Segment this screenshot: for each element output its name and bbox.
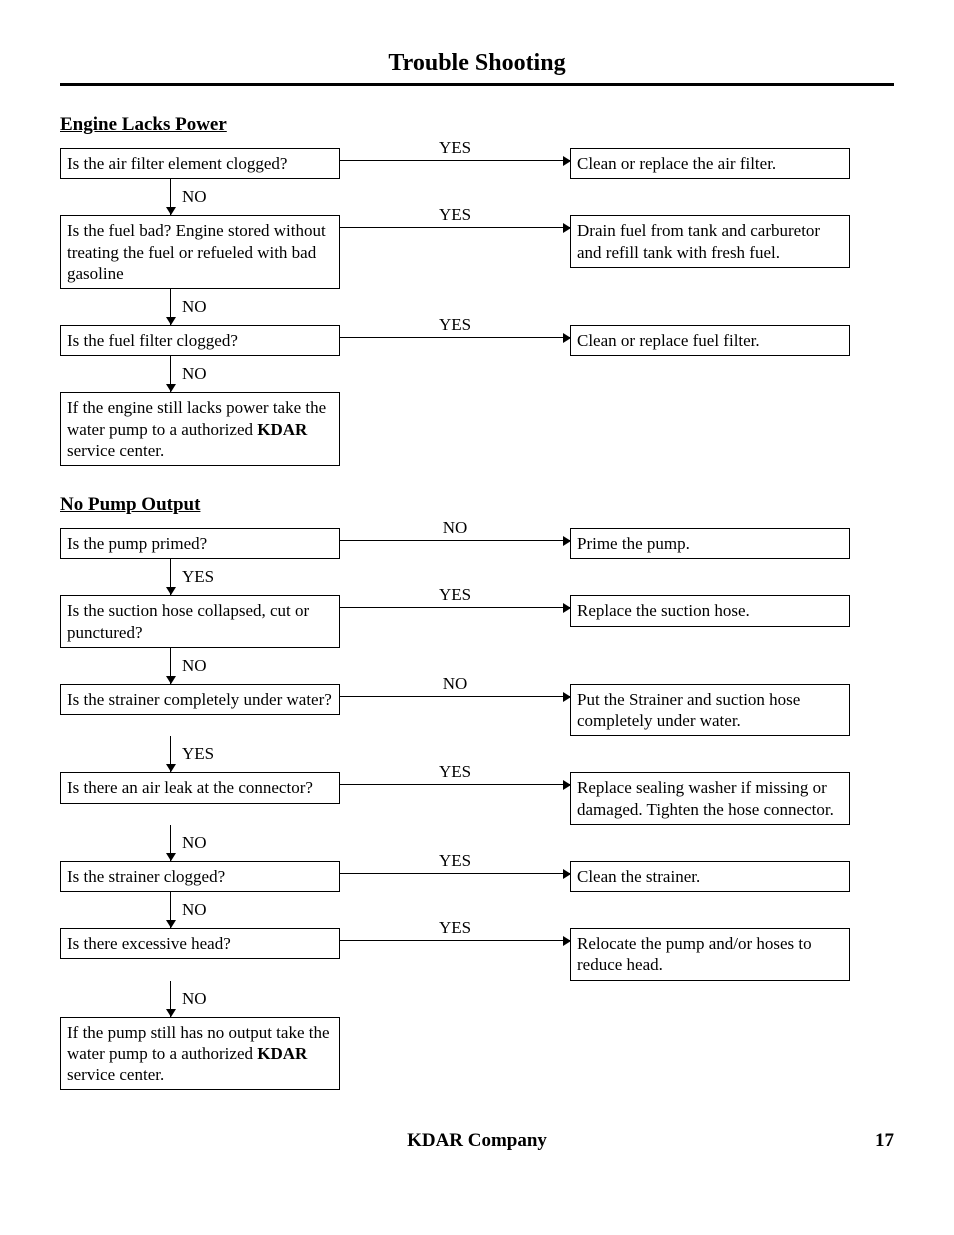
question-box: Is the strainer clogged? — [60, 861, 340, 892]
page-footer: KDAR Company 17 — [60, 1130, 894, 1152]
footer-company: KDAR Company — [120, 1130, 834, 1152]
connector-label: NO — [182, 187, 207, 207]
flow-row: Is the fuel filter clogged?YESClean or r… — [60, 325, 894, 356]
connector-label: NO — [182, 656, 207, 676]
vertical-connector: NO — [170, 356, 894, 392]
answer-box: Prime the pump. — [570, 528, 850, 559]
horizontal-connector: YES — [340, 928, 570, 981]
flow-row: Is the suction hose collapsed, cut or pu… — [60, 595, 894, 648]
answer-box: Clean or replace fuel filter. — [570, 325, 850, 356]
final-text-post: service center. — [67, 441, 164, 460]
connector-label: NO — [340, 674, 570, 694]
answer-box: Put the Strainer and suction hose comple… — [570, 684, 850, 737]
arrow-right-icon — [563, 692, 571, 702]
arrow-down-icon — [166, 920, 176, 928]
arrow-down-icon — [166, 384, 176, 392]
connector-label: NO — [182, 900, 207, 920]
final-box: If the engine still lacks power take the… — [60, 392, 340, 466]
section-heading: Engine Lacks Power — [60, 114, 894, 136]
connector-label: YES — [340, 851, 570, 871]
connector-line — [340, 784, 570, 785]
footer-page-number: 17 — [834, 1130, 894, 1152]
arrow-down-icon — [166, 764, 176, 772]
section-heading: No Pump Output — [60, 494, 894, 516]
flow-row: Is the strainer completely under water?N… — [60, 684, 894, 737]
answer-box: Replace sealing washer if missing or dam… — [570, 772, 850, 825]
connector-line — [340, 160, 570, 161]
connector-label: NO — [182, 297, 207, 317]
flow-row: Is there an air leak at the connector?YE… — [60, 772, 894, 825]
question-box: Is the air filter element clogged? — [60, 148, 340, 179]
vertical-connector: NO — [170, 981, 894, 1017]
connector-label: YES — [182, 744, 214, 764]
answer-box: Drain fuel from tank and carburetor and … — [570, 215, 850, 268]
connector-label: YES — [340, 585, 570, 605]
horizontal-connector: YES — [340, 325, 570, 356]
horizontal-connector: NO — [340, 528, 570, 559]
connector-label: YES — [182, 567, 214, 587]
flow-row: Is there excessive head?YESRelocate the … — [60, 928, 894, 981]
arrow-right-icon — [563, 936, 571, 946]
arrow-down-icon — [166, 676, 176, 684]
arrow-down-icon — [166, 207, 176, 215]
connector-line — [340, 696, 570, 697]
arrow-down-icon — [166, 1009, 176, 1017]
horizontal-connector: NO — [340, 684, 570, 737]
connector-label: NO — [182, 833, 207, 853]
question-box: Is the suction hose collapsed, cut or pu… — [60, 595, 340, 648]
connector-line — [340, 607, 570, 608]
connector-label: NO — [340, 518, 570, 538]
arrow-right-icon — [563, 780, 571, 790]
connector-line — [340, 337, 570, 338]
arrow-right-icon — [563, 223, 571, 233]
horizontal-connector: YES — [340, 215, 570, 289]
arrow-right-icon — [563, 603, 571, 613]
final-box: If the pump still has no output take the… — [60, 1017, 340, 1091]
connector-label: YES — [340, 315, 570, 335]
arrow-down-icon — [166, 317, 176, 325]
arrow-down-icon — [166, 853, 176, 861]
question-box: Is the fuel bad? Engine stored without t… — [60, 215, 340, 289]
answer-box: Relocate the pump and/or hoses to reduce… — [570, 928, 850, 981]
connector-line — [340, 540, 570, 541]
horizontal-connector: YES — [340, 148, 570, 179]
flow-row: Is the fuel bad? Engine stored without t… — [60, 215, 894, 289]
page: Trouble Shooting Engine Lacks Power Is th… — [0, 0, 954, 1192]
answer-box: Clean or replace the air filter. — [570, 148, 850, 179]
connector-line — [340, 873, 570, 874]
connector-label: YES — [340, 138, 570, 158]
connector-line — [340, 227, 570, 228]
arrow-down-icon — [166, 587, 176, 595]
connector-label: NO — [182, 989, 207, 1009]
question-box: Is the strainer completely under water? — [60, 684, 340, 715]
flow-row: Is the air filter element clogged?YESCle… — [60, 148, 894, 179]
arrow-right-icon — [563, 869, 571, 879]
connector-label: YES — [340, 918, 570, 938]
question-box: Is the fuel filter clogged? — [60, 325, 340, 356]
arrow-right-icon — [563, 156, 571, 166]
horizontal-connector: YES — [340, 595, 570, 648]
answer-box: Replace the suction hose. — [570, 595, 850, 626]
connector-label: YES — [340, 762, 570, 782]
question-box: Is there an air leak at the connector? — [60, 772, 340, 803]
arrow-right-icon — [563, 536, 571, 546]
final-text-post: service center. — [67, 1065, 164, 1084]
flow-row: Is the pump primed?NOPrime the pump. — [60, 528, 894, 559]
question-box: Is the pump primed? — [60, 528, 340, 559]
connector-line — [340, 940, 570, 941]
connector-label: NO — [182, 364, 207, 384]
connector-label: YES — [340, 205, 570, 225]
arrow-right-icon — [563, 333, 571, 343]
final-text-bold: KDAR — [257, 420, 307, 439]
flow-row: Is the strainer clogged?YESClean the str… — [60, 861, 894, 892]
answer-box: Clean the strainer. — [570, 861, 850, 892]
horizontal-connector: YES — [340, 772, 570, 825]
final-text-bold: KDAR — [257, 1044, 307, 1063]
flow-sections: Engine Lacks Power Is the air filter elem… — [60, 114, 894, 1090]
horizontal-connector: YES — [340, 861, 570, 892]
page-title: Trouble Shooting — [60, 50, 894, 86]
question-box: Is there excessive head? — [60, 928, 340, 959]
